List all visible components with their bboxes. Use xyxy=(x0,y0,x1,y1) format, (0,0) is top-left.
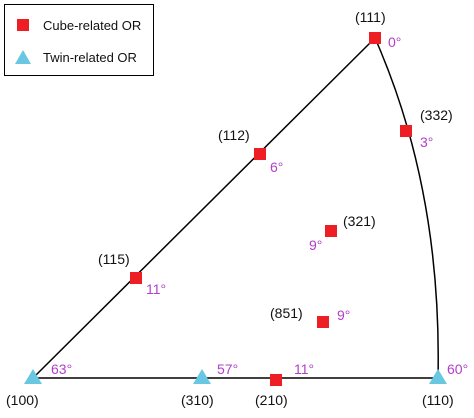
label-100: (100) xyxy=(6,392,39,408)
cube-marker-111 xyxy=(369,32,381,44)
label-111: (111) xyxy=(355,9,386,25)
angle-310: 57° xyxy=(217,361,238,377)
label-115: (115) xyxy=(98,251,130,267)
cube-marker-321 xyxy=(325,225,337,237)
angle-115: 11° xyxy=(146,281,166,297)
angle-321: 9° xyxy=(309,237,322,253)
label-332: (332) xyxy=(420,107,453,123)
angle-112: 6° xyxy=(270,159,283,175)
twin-marker-110 xyxy=(429,369,447,384)
angle-111: 0° xyxy=(388,34,401,50)
legend-item-cube: Cube-related OR xyxy=(13,15,141,35)
legend-label-twin: Twin-related OR xyxy=(43,49,137,65)
edge-100-111 xyxy=(32,37,376,379)
angle-110: 60° xyxy=(447,361,468,377)
legend-label-cube: Cube-related OR xyxy=(43,17,142,33)
blue-triangle-icon xyxy=(15,50,31,64)
label-310: (310) xyxy=(181,392,214,408)
cube-marker-210 xyxy=(270,374,282,386)
angle-851: 9° xyxy=(337,307,350,323)
label-851: (851) xyxy=(270,305,303,321)
cube-marker-115 xyxy=(130,272,142,284)
twin-marker-100 xyxy=(24,369,42,384)
cube-marker-332 xyxy=(400,125,412,137)
label-210: (210) xyxy=(255,392,288,408)
edge-111-110-arc xyxy=(374,37,439,379)
angle-210: 11° xyxy=(294,361,314,377)
legend: Cube-related OR Twin-related OR xyxy=(4,4,154,76)
legend-item-twin: Twin-related OR xyxy=(13,47,137,67)
angle-100: 63° xyxy=(51,361,72,377)
cube-marker-851 xyxy=(317,316,329,328)
cube-marker-112 xyxy=(254,148,266,160)
label-112: (112) xyxy=(218,127,250,143)
red-square-icon xyxy=(17,19,29,31)
label-321: (321) xyxy=(343,213,376,229)
twin-marker-310 xyxy=(193,369,211,384)
angle-332: 3° xyxy=(420,134,433,150)
label-110: (110) xyxy=(422,392,454,408)
